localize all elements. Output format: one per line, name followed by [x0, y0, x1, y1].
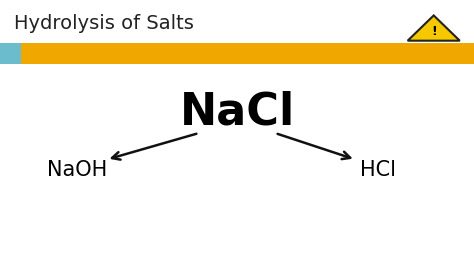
Text: NaOH: NaOH	[47, 160, 108, 180]
Polygon shape	[408, 15, 460, 41]
Bar	[21, 43, 474, 64]
Bar	[0, 43, 21, 64]
Text: NaCl: NaCl	[179, 90, 295, 133]
Text: Hydrolysis of Salts: Hydrolysis of Salts	[14, 14, 194, 34]
Text: !: !	[431, 24, 437, 38]
Text: HCl: HCl	[360, 160, 396, 180]
